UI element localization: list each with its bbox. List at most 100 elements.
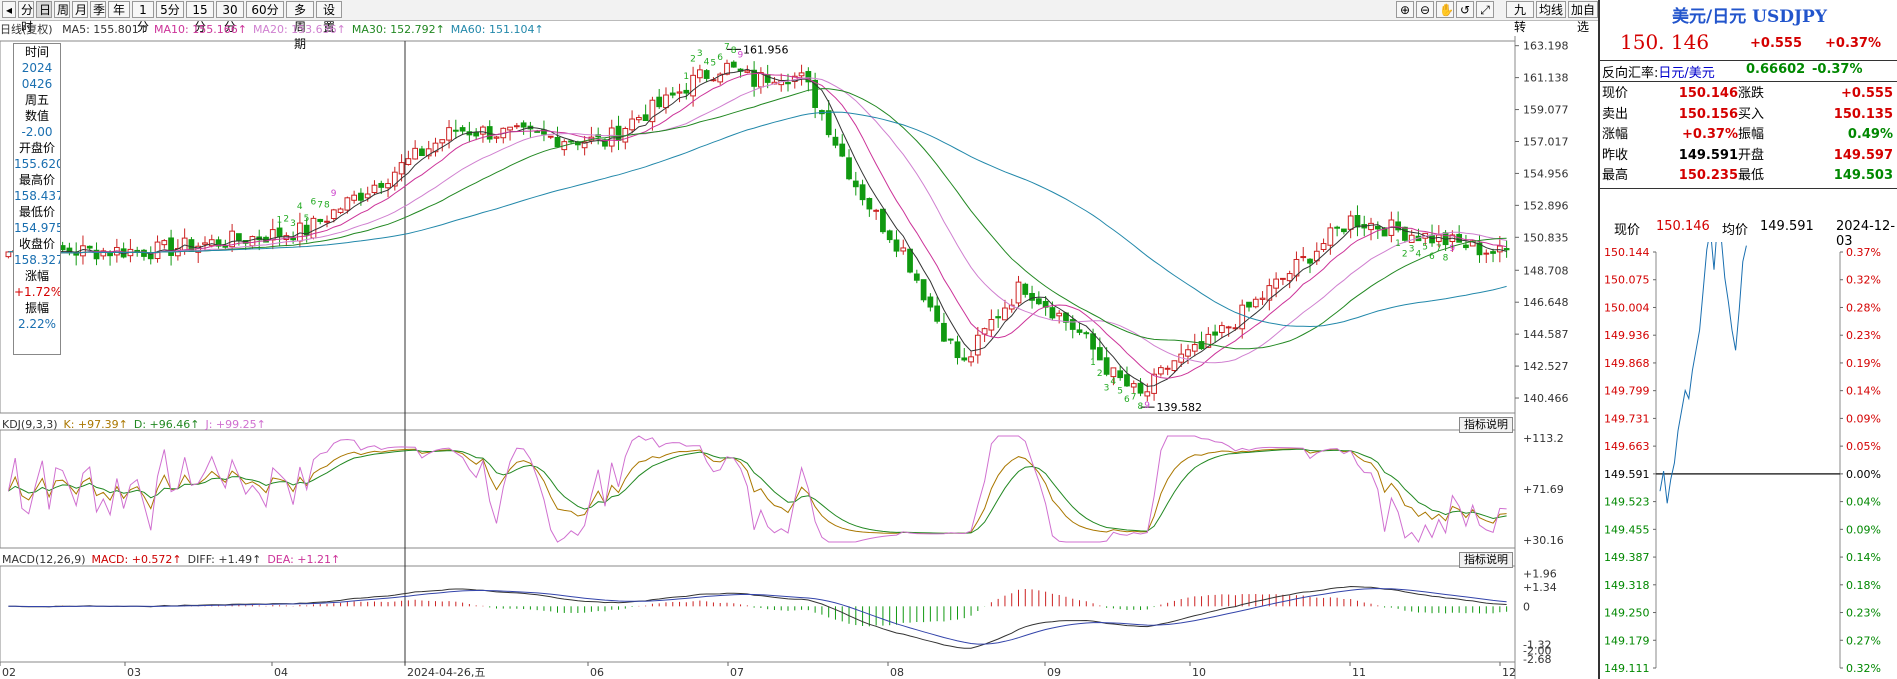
candle-body: [1266, 285, 1273, 301]
macd-help-button[interactable]: 指标说明: [1459, 552, 1513, 568]
toolbar-right-button[interactable]: 加自选: [1568, 1, 1598, 34]
candle-body: [669, 92, 676, 96]
ma-legend-item: MA60: 151.104↑: [450, 23, 544, 36]
candle-body: [358, 192, 364, 201]
candle-body: [1320, 243, 1327, 251]
candle-body: [1483, 252, 1490, 255]
mini-now-value: 150.146: [1656, 219, 1710, 234]
x-axis-label: 10: [1192, 666, 1206, 679]
candle-body: [825, 110, 832, 136]
candle-body: [303, 224, 310, 236]
mini-right-axis-label: 0.23%: [1846, 607, 1881, 620]
candle-body: [974, 334, 981, 356]
nine-turn-mark: 3: [697, 49, 703, 59]
candle-body: [419, 148, 425, 157]
period-button[interactable]: 周: [54, 1, 70, 18]
quote-value: 149.591: [1678, 147, 1738, 163]
period-button[interactable]: 分时: [18, 1, 34, 34]
info-box-row: 振幅: [24, 301, 49, 315]
period-button[interactable]: 年: [108, 1, 130, 18]
candle-body: [968, 356, 974, 363]
kdj-legend-item: D: +96.46↑: [133, 418, 200, 431]
ma-legend-item: MA30: 152.792↑: [351, 23, 445, 36]
mini-right-axis-label: 0.23%: [1846, 329, 1881, 342]
candle-body: [493, 136, 500, 139]
period-button[interactable]: 15分: [186, 1, 214, 34]
quote-value: +0.555: [1840, 86, 1893, 101]
mini-date: 2024-12-03: [1836, 219, 1896, 249]
candle-body: [202, 242, 208, 245]
reverse-label: 反向汇率:: [1602, 66, 1659, 81]
y-axis-tick-label: 146.648: [1523, 296, 1569, 309]
intraday-chart[interactable]: 150.144 0.37% 150.075 0.32% 150.004 0.28% 149.…: [1600, 242, 1897, 679]
candle-body: [751, 69, 757, 87]
nine-turn-mark: 8: [1138, 402, 1144, 412]
candle-body: [697, 69, 703, 79]
candle-body: [602, 139, 608, 147]
zoom-out-icon[interactable]: ⊖: [1416, 1, 1434, 18]
info-box-row: 2.22%: [17, 317, 57, 331]
y-axis-tick-label: 150.835: [1523, 231, 1569, 244]
candle-body: [534, 130, 541, 133]
candle-body: [290, 237, 296, 241]
candle-body: [1015, 281, 1022, 304]
reset-icon[interactable]: ↺: [1456, 1, 1474, 18]
reverse-pair-link[interactable]: 日元/美元: [1658, 66, 1715, 81]
quote-label: 振幅: [1738, 127, 1765, 142]
candle-body: [703, 70, 710, 79]
period-button[interactable]: 60分: [246, 1, 284, 18]
candle-body: [80, 245, 86, 257]
period-button[interactable]: 设置: [316, 1, 342, 34]
candle-body: [412, 147, 419, 160]
kdj-help-button[interactable]: 指标说明: [1459, 417, 1513, 433]
quote-row: 昨收 149.591 开盘 149.597: [1600, 146, 1897, 166]
period-button[interactable]: 5分: [156, 1, 184, 18]
macd-diff-line: [8, 585, 1507, 649]
scale-icon[interactable]: ⤢: [1476, 1, 1494, 18]
nine-turn-mark: 8: [1443, 254, 1449, 264]
mini-right-axis-label: 0.04%: [1846, 496, 1881, 509]
nine-turn-mark: 4: [297, 202, 303, 212]
period-button[interactable]: 多周期: [286, 1, 314, 51]
toolbar-right-button[interactable]: 均线: [1536, 1, 1566, 18]
mini-right-axis-label: 0.14%: [1846, 551, 1881, 564]
candle-body: [1252, 298, 1259, 308]
period-button[interactable]: 季: [90, 1, 106, 18]
nav-left-icon[interactable]: ◂: [2, 1, 16, 18]
toolbar-right-button[interactable]: 九转: [1506, 1, 1534, 34]
candle-body: [222, 245, 229, 248]
zoom-in-icon[interactable]: ⊕: [1396, 1, 1414, 18]
y-axis-tick-label: 161.138: [1523, 72, 1569, 85]
candle-body: [1429, 234, 1435, 244]
period-button[interactable]: 1分: [132, 1, 154, 34]
candle-body: [208, 239, 215, 247]
candle-body: [459, 127, 466, 132]
candle-body: [832, 136, 839, 146]
mini-avg-value: 149.591: [1760, 219, 1814, 234]
info-box-row: 158.437: [14, 189, 60, 203]
quote-value: 150.156: [1678, 106, 1738, 122]
candle-body: [805, 71, 812, 83]
candle-body: [547, 135, 554, 138]
candle-body: [1402, 226, 1408, 241]
candle-body: [385, 183, 391, 189]
mini-avg-label: 均价: [1722, 223, 1749, 238]
price-chart[interactable]: 163.198 161.138 159.077 157.017 154.956 152.8…: [0, 36, 1598, 679]
mini-left-axis-label: 149.731: [1604, 412, 1650, 425]
nine-turn-mark: 2: [690, 54, 696, 64]
nine-turn-mark: 2: [283, 215, 289, 225]
info-box-row: 最低价: [18, 205, 55, 219]
reverse-value: 0.66602: [1746, 62, 1806, 77]
hand-icon[interactable]: ✋: [1436, 1, 1454, 18]
period-button[interactable]: 月: [72, 1, 88, 18]
period-button[interactable]: 日: [36, 1, 52, 18]
quote-label: 涨幅: [1602, 127, 1629, 142]
candle-body: [446, 127, 452, 141]
info-box-row: 数值: [24, 109, 49, 123]
x-axis-label: 09: [1047, 666, 1061, 679]
period-button[interactable]: 30分: [216, 1, 244, 34]
candle-body: [513, 125, 520, 128]
candle-body: [995, 316, 1002, 319]
mini-now-label: 现价: [1614, 223, 1641, 238]
candle-body: [1280, 277, 1286, 280]
